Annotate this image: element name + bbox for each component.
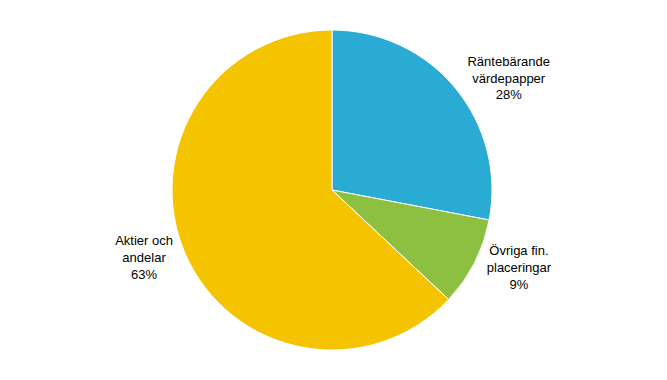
svg-text:Räntebärandevärdepapper28%: Räntebärandevärdepapper28% (467, 54, 549, 103)
svg-text:Övriga fin.placeringar9%: Övriga fin.placeringar9% (487, 243, 552, 292)
svg-text:Aktier ochandelar63%: Aktier ochandelar63% (115, 233, 173, 282)
